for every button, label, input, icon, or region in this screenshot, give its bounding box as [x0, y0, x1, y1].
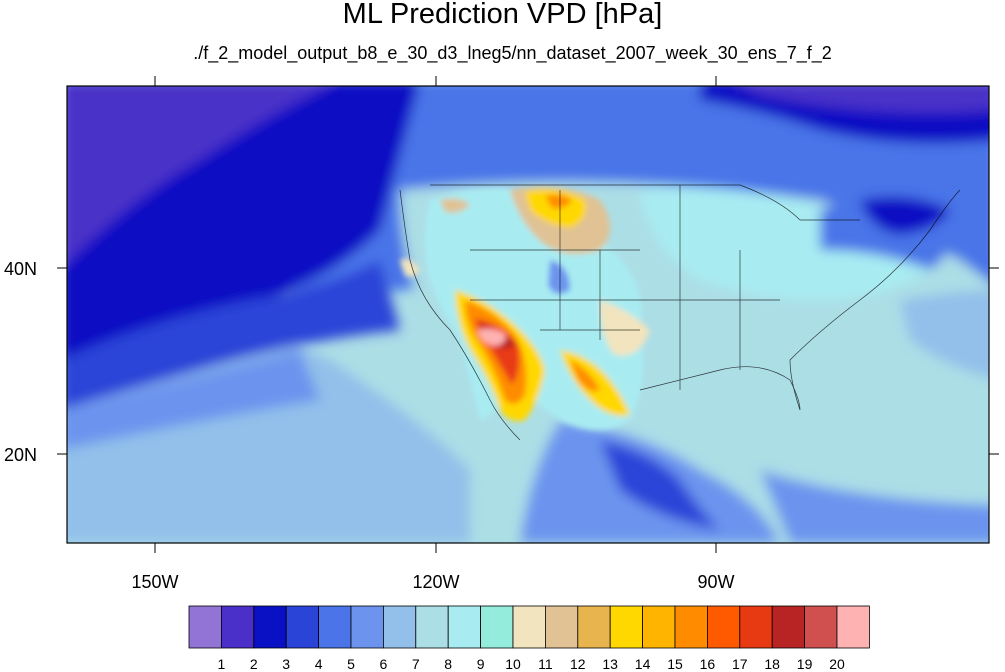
colorbar-box-15 — [674, 605, 708, 649]
colorbar-label-12: 12 — [570, 656, 586, 672]
colorbar-box-10 — [512, 605, 546, 649]
field-pacific-band2 — [67, 350, 320, 449]
colorbar-label-19: 19 — [796, 656, 813, 672]
colorbar-box-8 — [447, 605, 482, 649]
colorbar-label-7: 7 — [411, 656, 420, 672]
colorbar-box-19 — [804, 605, 838, 649]
colorbar-box-11 — [545, 605, 579, 649]
lat-label-40n: 40N — [4, 259, 38, 279]
colorbar-box-17 — [739, 605, 773, 649]
colorbar-label-8: 8 — [444, 656, 453, 672]
field-nm-beige — [600, 300, 650, 356]
vpd-map — [57, 76, 999, 553]
lon-label-90w: 90W — [697, 572, 735, 592]
colorbar-label-6: 6 — [379, 656, 388, 672]
colorbar-label-3: 3 — [282, 656, 291, 672]
colorbar-box-1 — [220, 605, 255, 649]
colorbar-label-1: 1 — [217, 656, 226, 672]
colorbar-box-13 — [609, 605, 644, 649]
vpd-field — [67, 86, 989, 543]
colorbar-label-17: 17 — [732, 656, 748, 672]
colorbar-label-10: 10 — [505, 656, 521, 672]
field-tx-orange — [570, 360, 600, 392]
colorbar-box-5 — [350, 605, 384, 649]
colorbar-box-7 — [415, 605, 449, 649]
colorbar-box-0 — [188, 605, 222, 649]
colorbar-box-4 — [318, 605, 352, 649]
field-utah-blue — [548, 260, 570, 294]
plot-subtitle: ./f_2_model_output_b8_e_30_d3_lneg5/nn_d… — [193, 43, 832, 63]
field-sw-pink — [478, 328, 506, 346]
colorbar-label-4: 4 — [314, 656, 323, 672]
field-midwest-cyan — [640, 188, 930, 300]
lon-label-150w: 150W — [131, 572, 179, 592]
colorbar-box-12 — [577, 605, 611, 649]
field-montana-orange — [545, 194, 572, 209]
field-atlantic — [900, 290, 989, 378]
colorbar-box-14 — [642, 605, 676, 649]
field-oregon-tan — [440, 198, 470, 213]
field-caribbean-band — [760, 470, 989, 543]
colorbar-label-13: 13 — [602, 656, 618, 672]
field-northeast-deep — [860, 196, 950, 235]
colorbar-label-2: 2 — [249, 656, 258, 672]
colorbar-label-20: 20 — [829, 656, 845, 672]
colorbar-box-16 — [707, 605, 741, 649]
map-ticks — [57, 76, 999, 553]
colorbar-label-18: 18 — [764, 656, 780, 672]
colorbar-label-16: 16 — [699, 656, 716, 672]
lon-label-120w: 120W — [412, 572, 460, 592]
colorbar-label-9: 9 — [476, 656, 485, 672]
colorbar-box-9 — [480, 605, 514, 649]
field-pacific-band — [67, 260, 400, 409]
colorbar-label-5: 5 — [347, 656, 355, 672]
map-frame — [66, 85, 990, 544]
colorbar-box-18 — [771, 605, 806, 649]
field-ca-beige — [400, 258, 420, 277]
colorbar-box-3 — [285, 605, 320, 649]
colorbar-label-11: 11 — [538, 656, 553, 672]
plot-title: ML Prediction VPD [hPa] — [342, 0, 663, 30]
colorbar-label-15: 15 — [667, 656, 683, 672]
coastline-lines — [399, 184, 961, 441]
field-pacific-purple — [67, 86, 329, 264]
colorbar-box-6 — [382, 605, 417, 649]
field-mexico-deep — [600, 440, 720, 530]
lat-label-20n: 20N — [4, 445, 38, 465]
colorbar-box-20 — [836, 605, 870, 649]
colorbar-label-14: 14 — [634, 656, 651, 672]
field-hudson-purple — [742, 86, 989, 113]
colorbar-box-2 — [253, 605, 287, 649]
